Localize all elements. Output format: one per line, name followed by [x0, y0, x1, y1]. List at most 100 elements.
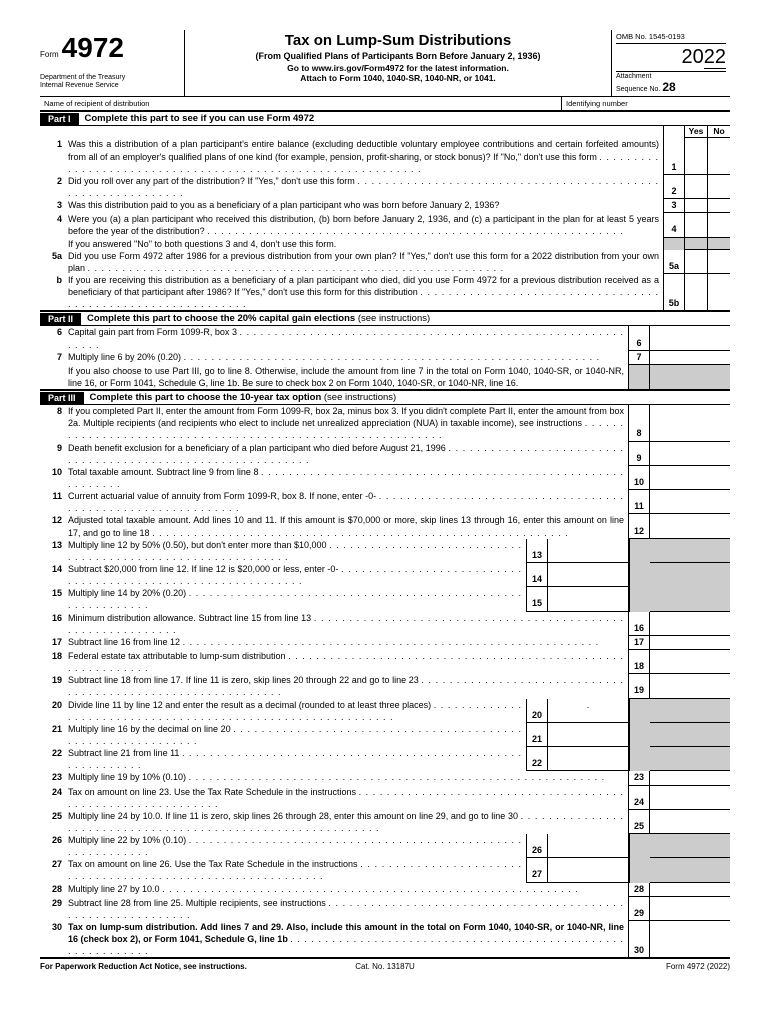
yes-no-header: Yes No — [40, 126, 730, 138]
line-22: 22Subtract line 21 from line 11 22 — [40, 747, 730, 771]
line6-amount[interactable] — [650, 326, 730, 350]
line-17: 17Subtract line 16 from line 12 17 — [40, 636, 730, 650]
line24-amount[interactable] — [650, 786, 730, 810]
form-title: Tax on Lump-Sum Distributions — [191, 32, 605, 49]
line22-amount[interactable] — [547, 747, 629, 771]
line28-amount[interactable] — [650, 883, 730, 897]
line-29: 29Subtract line 28 from line 25. Multipl… — [40, 897, 730, 921]
line-7note: If you also choose to use Part III, go t… — [40, 365, 730, 390]
line1-yes[interactable] — [685, 138, 708, 174]
line13-amount[interactable] — [547, 539, 629, 563]
line2-no[interactable] — [708, 175, 730, 199]
line25-amount[interactable] — [650, 810, 730, 834]
omb-number: OMB No. 1545-0193 — [616, 32, 726, 44]
line4-yes[interactable] — [685, 213, 708, 237]
line23-amount[interactable] — [650, 771, 730, 785]
form-number: 4972 — [62, 32, 124, 64]
line-23: 23Multiply line 19 by 10% (0.10) 23 — [40, 771, 730, 785]
form-page: Form4972 Department of the Treasury Inte… — [0, 0, 770, 1001]
line-7: 7 Multiply line 6 by 20% (0.20) 7 — [40, 351, 730, 365]
line16-amount[interactable] — [650, 612, 730, 636]
part2-bar: Part II Complete this part to choose the… — [40, 311, 730, 326]
goto-text: Go to www.irs.gov/Form4972 for the lates… — [191, 63, 605, 73]
line17-amount[interactable] — [650, 636, 730, 650]
line-8: 8If you completed Part II, enter the amo… — [40, 405, 730, 441]
part2-title: Complete this part to choose the 20% cap… — [81, 312, 436, 325]
part1-title: Complete this part to see if you can use… — [79, 112, 321, 125]
line15-amount[interactable] — [547, 587, 629, 611]
line10-amount[interactable] — [650, 466, 730, 490]
sequence: Attachment Sequence No. 28 — [616, 72, 726, 94]
part1-body: Yes No 1 Was this a distribution of a pl… — [40, 126, 730, 311]
line-1: 1 Was this a distribution of a plan part… — [40, 138, 730, 174]
line21-amount[interactable] — [547, 723, 629, 747]
header-left: Form4972 Department of the Treasury Inte… — [40, 30, 185, 96]
line-4: 4 Were you (a) a plan participant who re… — [40, 213, 730, 237]
line9-amount[interactable] — [650, 442, 730, 466]
header-right: OMB No. 1545-0193 2022 Attachment Sequen… — [611, 30, 730, 96]
name-row: Name of recipient of distribution Identi… — [40, 97, 730, 111]
line5b-yes[interactable] — [685, 274, 708, 310]
line3-no[interactable] — [708, 199, 730, 213]
line29-amount[interactable] — [650, 897, 730, 921]
part1-tag: Part I — [40, 113, 79, 125]
header-center: Tax on Lump-Sum Distributions (From Qual… — [185, 30, 611, 96]
line5a-no[interactable] — [708, 250, 730, 274]
line-24: 24Tax on amount on line 23. Use the Tax … — [40, 786, 730, 810]
line-20: 20Divide line 11 by line 12 and enter th… — [40, 699, 730, 723]
form-word: Form — [40, 50, 59, 59]
line-5b: b If you are receiving this distribution… — [40, 274, 730, 311]
name-field[interactable]: Name of recipient of distribution — [40, 97, 562, 110]
id-field[interactable]: Identifying number — [562, 97, 730, 110]
part3-title: Complete this part to choose the 10-year… — [84, 391, 403, 404]
line14-amount[interactable] — [547, 563, 629, 587]
part2-body: 6 Capital gain part from Form 1099-R, bo… — [40, 326, 730, 390]
line-5a: 5a Did you use Form 4972 after 1986 for … — [40, 250, 730, 274]
line-21: 21Multiply line 16 by the decimal on lin… — [40, 723, 730, 747]
line-16: 16Minimum distribution allowance. Subtra… — [40, 612, 730, 636]
no-header: No — [707, 126, 730, 138]
line-6: 6 Capital gain part from Form 1099-R, bo… — [40, 326, 730, 350]
line26-amount[interactable] — [547, 834, 629, 858]
line2-yes[interactable] — [685, 175, 708, 199]
attach-text: Attach to Form 1040, 1040-SR, 1040-NR, o… — [191, 73, 605, 83]
line-26: 26Multiply line 22 by 10% (0.10) 26 — [40, 834, 730, 858]
line-4note: If you answered "No" to both questions 3… — [40, 238, 730, 250]
line3-yes[interactable] — [685, 199, 708, 213]
footer-center: Cat. No. 13187U — [270, 962, 500, 971]
tax-year: 2022 — [616, 44, 726, 72]
line-14: 14Subtract $20,000 from line 12. If line… — [40, 563, 730, 587]
footer-left: For Paperwork Reduction Act Notice, see … — [40, 962, 270, 971]
line11-amount[interactable] — [650, 490, 730, 514]
line4-no[interactable] — [708, 213, 730, 237]
line-12: 12Adjusted total taxable amount. Add lin… — [40, 514, 730, 538]
part3-tag: Part III — [40, 392, 84, 404]
line8-amount[interactable] — [650, 405, 730, 441]
line-19: 19Subtract line 18 from line 17. If line… — [40, 674, 730, 698]
line5a-yes[interactable] — [685, 250, 708, 274]
line18-amount[interactable] — [650, 650, 730, 674]
line-10: 10Total taxable amount. Subtract line 9 … — [40, 466, 730, 490]
department: Department of the Treasury Internal Reve… — [40, 74, 180, 91]
part3-bar: Part III Complete this part to choose th… — [40, 390, 730, 405]
line19-amount[interactable] — [650, 674, 730, 698]
line-25: 25Multiply line 24 by 10.0. If line 11 i… — [40, 810, 730, 834]
part1-bar: Part I Complete this part to see if you … — [40, 111, 730, 126]
header: Form4972 Department of the Treasury Inte… — [40, 30, 730, 97]
line-3: 3 Was this distribution paid to you as a… — [40, 199, 730, 213]
yes-header: Yes — [684, 126, 707, 138]
line5b-no[interactable] — [708, 274, 730, 310]
line20-amount[interactable]: . — [547, 699, 629, 723]
line30-amount[interactable] — [650, 921, 730, 957]
form-subtitle: (From Qualified Plans of Participants Bo… — [191, 51, 605, 61]
line-18: 18Federal estate tax attributable to lum… — [40, 650, 730, 674]
line1-no[interactable] — [708, 138, 730, 174]
part2-tag: Part II — [40, 313, 81, 325]
line27-amount[interactable] — [547, 858, 629, 882]
line7-amount[interactable] — [650, 351, 730, 365]
line-13: 13Multiply line 12 by 50% (0.50), but do… — [40, 539, 730, 563]
line-28: 28Multiply line 27 by 10.0 28 — [40, 883, 730, 897]
line-27: 27Tax on amount on line 26. Use the Tax … — [40, 858, 730, 882]
footer-right: Form 4972 (2022) — [500, 962, 730, 971]
line12-amount[interactable] — [650, 514, 730, 538]
